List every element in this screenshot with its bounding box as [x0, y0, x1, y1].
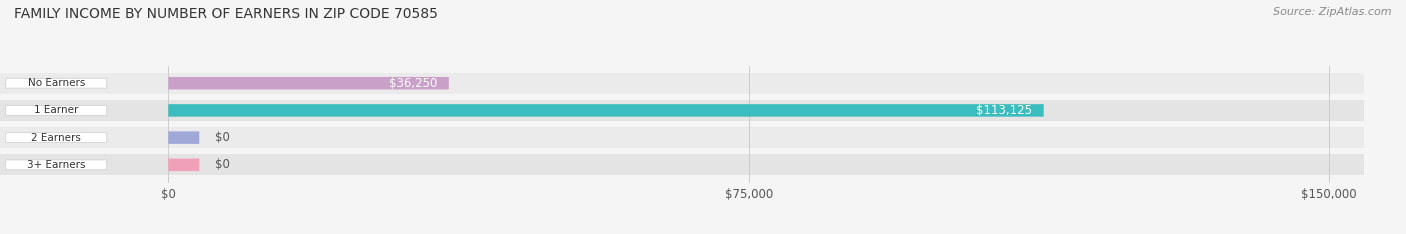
FancyBboxPatch shape — [6, 133, 107, 143]
FancyBboxPatch shape — [6, 160, 107, 170]
Text: $0: $0 — [215, 158, 229, 171]
FancyBboxPatch shape — [169, 131, 200, 144]
FancyBboxPatch shape — [169, 159, 200, 171]
Bar — [0, 154, 1364, 176]
Text: Source: ZipAtlas.com: Source: ZipAtlas.com — [1274, 7, 1392, 17]
FancyBboxPatch shape — [169, 77, 449, 89]
Text: $113,125: $113,125 — [976, 104, 1032, 117]
Text: 1 Earner: 1 Earner — [34, 105, 79, 115]
Text: 3+ Earners: 3+ Earners — [27, 160, 86, 170]
Bar — [0, 100, 1364, 121]
FancyBboxPatch shape — [6, 106, 107, 115]
FancyBboxPatch shape — [6, 78, 107, 88]
Text: FAMILY INCOME BY NUMBER OF EARNERS IN ZIP CODE 70585: FAMILY INCOME BY NUMBER OF EARNERS IN ZI… — [14, 7, 437, 21]
Text: No Earners: No Earners — [28, 78, 84, 88]
Bar — [0, 73, 1364, 94]
Text: $0: $0 — [215, 131, 229, 144]
Text: $36,250: $36,250 — [389, 77, 437, 90]
FancyBboxPatch shape — [169, 104, 1043, 117]
Text: 2 Earners: 2 Earners — [31, 133, 82, 143]
Bar — [0, 127, 1364, 148]
